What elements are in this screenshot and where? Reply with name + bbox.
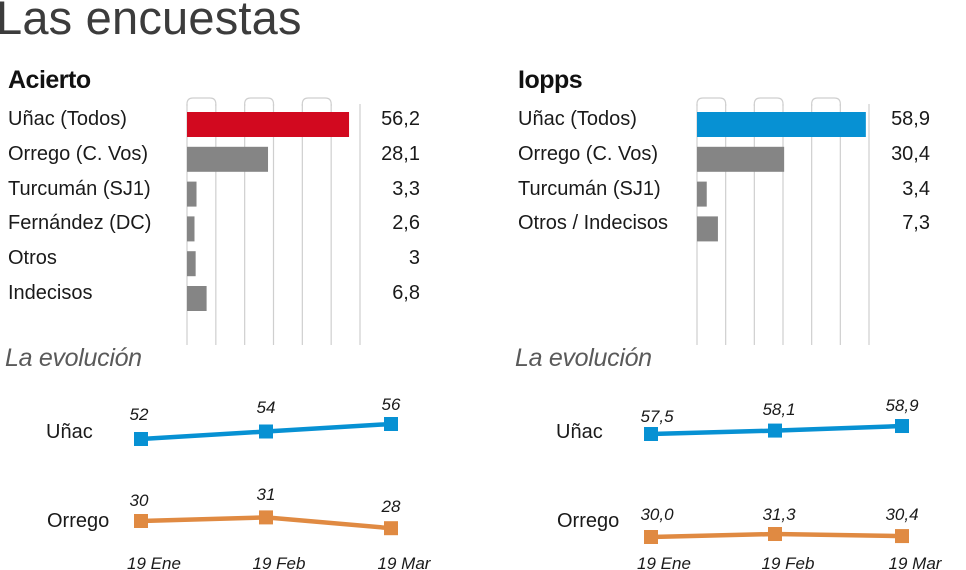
panel-title-iopps: Iopps: [518, 66, 583, 94]
point-marker-unac: [134, 432, 148, 446]
value-label-orrego-c-vos: 28,1: [381, 142, 420, 165]
value-label-fernandez-dc: 2,6: [392, 212, 420, 235]
bar-turcuman-sj1: [187, 181, 197, 207]
bar-unac-todos: [697, 112, 866, 137]
point-marker-orrego: [259, 510, 273, 525]
value-label-otros-indecisos: 7,3: [902, 212, 930, 235]
point-label-orrego: 28: [381, 497, 401, 516]
date-label: 19 Mar: [889, 554, 943, 570]
value-label-indecisos: 6,8: [392, 282, 420, 304]
grid-cap: [301, 97, 332, 106]
value-label-unac-todos: 56,2: [381, 108, 420, 130]
point-label-unac: 52: [130, 405, 149, 424]
point-label-orrego: 31,3: [762, 505, 796, 524]
bar-orrego-c-vos: [697, 146, 785, 172]
bar-fernandez-dc: [187, 216, 195, 242]
series-label-unac-iopps: Uñac: [556, 421, 603, 443]
bar-otros-indecisos: [697, 216, 718, 242]
point-label-orrego: 30,0: [640, 505, 674, 524]
point-marker-orrego: [895, 529, 909, 544]
grid-cap: [244, 97, 275, 106]
evolution-title-iopps: La evolución: [515, 344, 652, 372]
point-label-unac: 54: [257, 398, 276, 417]
grid: [186, 97, 361, 345]
bar-orrego-c-vos: [187, 146, 269, 172]
point-label-orrego: 31: [257, 485, 276, 504]
line-chart-acierto: 52 54 56 30 31 28 19 Ene 19 Feb 19 Mar: [127, 395, 432, 570]
point-label-unac: 57,5: [640, 407, 674, 426]
point-marker-unac: [259, 424, 273, 439]
point-marker-unac: [895, 419, 909, 434]
date-label: 19 Feb: [253, 554, 306, 570]
point-marker-orrego: [644, 530, 658, 544]
grid-cap: [753, 97, 784, 106]
value-label-otros: 3: [408, 247, 420, 270]
grid-cap: [696, 97, 727, 106]
value-label-turcuman-sj1: 3,4: [902, 177, 930, 200]
category-label-orrego-c-vos: Orrego (C. Vos): [518, 142, 659, 165]
point-marker-orrego: [134, 514, 148, 528]
category-label-turcuman-sj1: Turcumán (SJ1): [518, 177, 661, 200]
value-label-orrego-c-vos: 30,4: [891, 142, 930, 165]
point-label-orrego: 30: [130, 491, 149, 510]
bar-otros: [187, 251, 196, 277]
point-label-unac: 58,9: [885, 396, 919, 415]
date-label: 19 Mar: [378, 554, 432, 570]
category-label-unac-todos: Uñac (Todos): [518, 108, 637, 130]
panel-title-acierto: Acierto: [8, 66, 91, 94]
value-label-turcuman-sj1: 3,3: [392, 177, 420, 200]
point-marker-orrego: [768, 527, 782, 542]
value-label-unac-todos: 58,9: [891, 108, 930, 130]
series-label-orrego-iopps: Orrego: [557, 510, 620, 532]
point-marker-unac: [644, 427, 658, 441]
date-label: 19 Ene: [127, 554, 181, 570]
category-label-otros-indecisos: Otros / Indecisos: [518, 212, 669, 235]
category-label-otros: Otros: [8, 247, 57, 270]
evolution-title-acierto: La evolución: [5, 344, 142, 372]
grid-cap: [186, 97, 217, 106]
series-label-unac-acierto: Uñac: [46, 421, 93, 443]
point-marker-unac: [384, 417, 398, 431]
category-label-unac-todos: Uñac (Todos): [8, 108, 127, 130]
date-label: 19 Feb: [762, 554, 815, 570]
grid-cap: [811, 97, 841, 106]
line-chart-iopps: 57,5 58,1 58,9 30,0 31,3 30,4 19 Ene 19 Feb 19 M…: [637, 396, 943, 570]
point-marker-orrego: [384, 521, 398, 536]
page-title: Las encuestas: [0, 0, 302, 44]
bar-indecisos: [187, 286, 207, 311]
category-label-indecisos: Indecisos: [8, 282, 93, 304]
point-label-unac: 56: [382, 395, 401, 414]
point-label-orrego: 30,4: [885, 505, 918, 524]
bar-turcuman-sj1: [697, 181, 707, 207]
point-label-unac: 58,1: [762, 400, 795, 419]
category-label-fernandez-dc: Fernández (DC): [8, 212, 152, 235]
date-label: 19 Ene: [637, 554, 691, 570]
category-label-turcuman-sj1: Turcumán (SJ1): [8, 177, 151, 200]
point-marker-unac: [768, 423, 782, 438]
category-label-orrego-c-vos: Orrego (C. Vos): [8, 142, 149, 165]
series-label-orrego-acierto: Orrego: [47, 510, 110, 532]
bar-unac-todos: [187, 112, 350, 137]
